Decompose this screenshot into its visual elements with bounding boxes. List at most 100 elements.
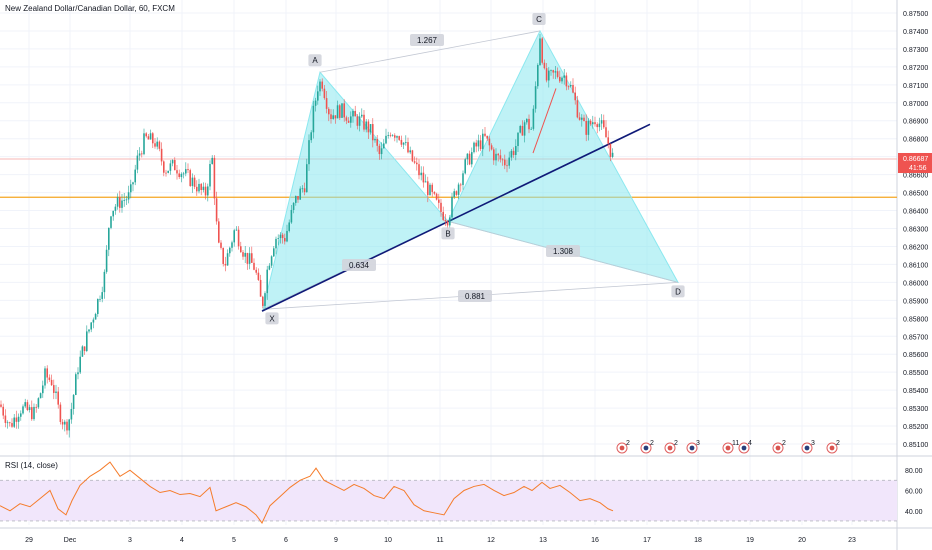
- event-count: 2: [626, 440, 630, 447]
- point-label-a-text: A: [312, 56, 318, 65]
- candle-body: [545, 68, 548, 81]
- candle-body: [603, 120, 605, 128]
- candle-body: [332, 115, 334, 120]
- candle-body: [288, 222, 290, 231]
- candle-body: [224, 263, 227, 266]
- event-markers[interactable]: 2 2 2 3 11 4 2 3 2: [616, 440, 840, 454]
- candle-body: [130, 184, 132, 193]
- candle-body: [517, 132, 519, 147]
- time-tick-label: 19: [746, 537, 754, 544]
- candle-body: [31, 407, 33, 420]
- time-tick-label: 12: [487, 537, 495, 544]
- trendline: [261, 123, 651, 312]
- candle-body: [306, 164, 308, 193]
- red-trend-segment: [532, 88, 557, 154]
- candle-body: [387, 135, 389, 136]
- event-marker[interactable]: 2: [640, 440, 654, 454]
- candle-body: [585, 121, 587, 135]
- candle-body: [154, 143, 156, 147]
- candle-body: [301, 188, 304, 190]
- candle-body: [460, 184, 462, 186]
- candle-body: [400, 139, 403, 145]
- candle-body: [101, 292, 103, 299]
- candle-body: [563, 75, 565, 78]
- candle-body: [44, 368, 46, 386]
- candle-body: [411, 150, 414, 162]
- event-marker[interactable]: 2: [826, 440, 840, 454]
- time-tick-label: 29: [25, 537, 33, 544]
- event-marker[interactable]: 4: [738, 440, 752, 454]
- candle-body: [534, 86, 537, 109]
- candle-body: [147, 136, 150, 140]
- candle-body: [539, 38, 541, 65]
- candle-body: [72, 394, 75, 409]
- candle-body: [284, 238, 286, 242]
- event-marker[interactable]: 3: [801, 440, 815, 454]
- candle-body: [48, 377, 51, 380]
- event-marker[interactable]: 2: [664, 440, 678, 454]
- event-count: 3: [811, 440, 815, 447]
- candle-body: [92, 319, 95, 323]
- price-tick-label: 0.87400: [903, 29, 928, 36]
- horizontal-lines: [0, 158, 897, 198]
- price-tick-label: 0.85800: [903, 316, 928, 323]
- time-axis[interactable]: 29 Dec 3 4 5 6 9 10 11 12 13 16 17 18 19 20 23: [25, 537, 856, 544]
- candle-body: [141, 153, 143, 155]
- ratio-label-text: 1.267: [417, 36, 438, 45]
- candle-body: [193, 177, 196, 187]
- time-tick-label: 11: [436, 537, 443, 544]
- price-tick-label: 0.87100: [903, 83, 928, 90]
- candle-body: [158, 141, 161, 149]
- event-flag-icon: [643, 445, 649, 451]
- candle-body: [330, 114, 332, 120]
- candle-body: [226, 253, 229, 266]
- candle-body: [570, 84, 572, 87]
- rsi-tick-label: 40.00: [905, 509, 923, 516]
- candle-body: [609, 143, 612, 157]
- candle-body: [57, 391, 59, 405]
- price-tick-label: 0.86800: [903, 137, 928, 144]
- candle-body: [231, 242, 233, 248]
- candle-body: [11, 423, 13, 427]
- candle-body: [303, 188, 306, 193]
- candle-body: [407, 142, 409, 153]
- candle-body: [198, 183, 200, 192]
- candle-body: [541, 38, 543, 63]
- point-label-d-text: D: [675, 287, 681, 296]
- candle-body: [455, 191, 458, 195]
- candle-body: [20, 413, 22, 417]
- candle-body: [246, 252, 249, 264]
- candle-body: [156, 141, 158, 147]
- event-marker[interactable]: 11: [722, 440, 739, 454]
- candle-body: [152, 133, 154, 144]
- candle-body: [508, 157, 510, 166]
- candle-body: [409, 150, 411, 153]
- event-marker[interactable]: 3: [686, 440, 700, 454]
- harmonic-pattern[interactable]: [261, 29, 679, 312]
- candle-body: [515, 146, 517, 155]
- candle-body: [391, 135, 394, 137]
- ratio-label: 0.881: [458, 290, 492, 302]
- event-marker[interactable]: 2: [772, 440, 786, 454]
- candle-body: [28, 407, 31, 410]
- candle-body: [321, 81, 323, 89]
- candle-body: [374, 138, 376, 141]
- time-tick-label: 10: [384, 537, 392, 544]
- price-tick-label: 0.85700: [903, 334, 928, 341]
- candle-body: [565, 75, 568, 87]
- candle-body: [4, 415, 7, 423]
- price-axis[interactable]: 0.87500 0.87400 0.87300 0.87200 0.87100 0.870…: [898, 11, 932, 516]
- candle-body: [270, 256, 273, 266]
- event-flag-icon: [804, 445, 810, 451]
- candle-body: [163, 161, 165, 173]
- point-label-c-text: C: [536, 15, 542, 24]
- candle-body: [55, 391, 57, 393]
- candle-body: [598, 123, 601, 128]
- candle-body: [79, 356, 81, 373]
- candle-body: [81, 346, 84, 357]
- ratio-label: 0.634: [342, 259, 376, 271]
- candle-body: [0, 404, 2, 407]
- candle-body: [468, 153, 471, 165]
- event-marker[interactable]: 2: [616, 440, 630, 454]
